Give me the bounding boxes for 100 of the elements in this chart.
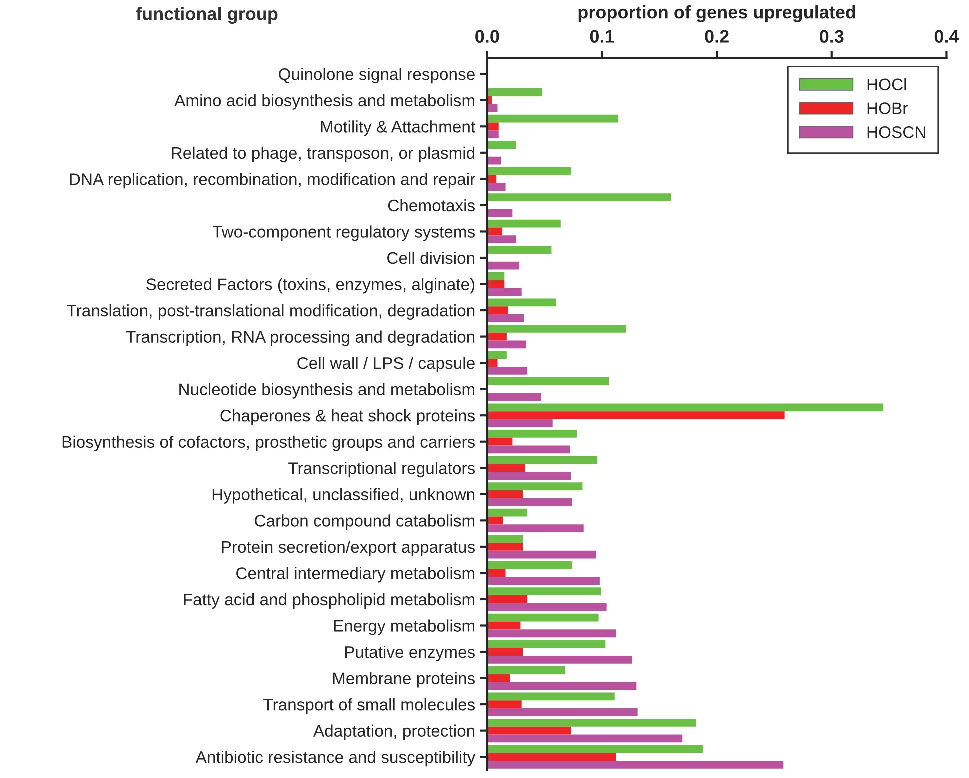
bar	[487, 692, 615, 701]
y-tick-label: Hypothetical, unclassified, unknown	[212, 488, 475, 504]
bar	[487, 516, 504, 525]
bar	[487, 430, 577, 438]
bar	[487, 734, 683, 743]
y-tick-label: Energy metabolism	[334, 620, 475, 636]
bar	[487, 761, 784, 769]
bar	[487, 550, 596, 559]
bar	[487, 332, 507, 341]
bar	[487, 682, 637, 690]
y-tick-label: Fatty acid and phospholipid metabolism	[184, 593, 475, 609]
bar	[487, 708, 638, 716]
y-tick-label: Chaperones & heat shock proteins	[220, 410, 476, 426]
bar	[487, 122, 499, 131]
bar	[487, 298, 556, 307]
bar	[487, 272, 505, 280]
legend-label: HOBr	[868, 102, 908, 114]
bar	[487, 262, 520, 270]
bar	[487, 183, 506, 192]
y-tick-label: Central intermediary metabolism	[236, 567, 475, 583]
bar	[487, 220, 561, 228]
bar	[487, 656, 632, 664]
bar	[487, 324, 626, 333]
bar	[487, 130, 499, 138]
y-tick-label: Cell division	[388, 252, 475, 264]
y-tick-label: Putative enzymes	[345, 646, 476, 662]
bar	[487, 524, 584, 532]
bar	[487, 393, 542, 402]
bar	[487, 745, 704, 754]
bar	[487, 404, 884, 412]
x-tick-label: 0.3	[820, 30, 844, 43]
y-tick-label: Quinolone signal response	[279, 68, 475, 84]
bar	[487, 236, 516, 244]
bar	[487, 561, 572, 570]
bar	[487, 596, 528, 604]
y-tick-label: Protein secretion/export apparatus	[222, 540, 476, 556]
bar	[487, 726, 572, 735]
x-tick-label: 0.4	[934, 30, 960, 43]
bar	[487, 674, 510, 682]
bar	[487, 378, 610, 386]
bar	[487, 666, 566, 674]
bar	[487, 622, 521, 630]
bar	[487, 498, 572, 506]
bar	[487, 340, 526, 349]
bar	[487, 167, 572, 176]
bar	[487, 446, 570, 454]
bar	[487, 141, 516, 149]
bar	[487, 438, 513, 446]
x-tick-label: 0.1	[590, 30, 614, 43]
bar	[487, 288, 522, 296]
bar	[487, 603, 607, 612]
y-tick-label: Two-component regulatory systems	[212, 226, 476, 242]
y-tick-label: Nucleotide biosynthesis and metabolism	[180, 383, 475, 399]
bar	[487, 508, 528, 517]
legend-label: HOCl	[868, 78, 906, 91]
y-tick-label: Translation, post-translational modification, degradation	[67, 304, 475, 320]
y-tick-label: Transcription, RNA processing and degradation	[126, 330, 475, 346]
bar	[487, 700, 522, 708]
bar	[487, 472, 572, 480]
bar	[487, 482, 583, 490]
bar	[487, 569, 506, 578]
y-tick-label: Carbon compound catabolism	[255, 514, 475, 530]
bar	[487, 718, 696, 727]
y-tick-label: Cell wall / LPS / capsule	[298, 357, 475, 373]
bar	[487, 648, 524, 656]
y-tick-label: Biosynthesis of cofactors, prosthetic groups and carriers	[62, 436, 476, 452]
bar	[487, 209, 513, 218]
y-tick-label: Related to phage, transposon, or plasmid	[172, 146, 475, 162]
bar	[487, 194, 672, 202]
y-tick-label: Chemotaxis	[388, 199, 476, 212]
bar	[487, 114, 618, 123]
x-tick-label: 0.2	[705, 30, 729, 43]
x-axis-title: proportion of genes upregulated	[578, 6, 856, 22]
bar	[487, 535, 524, 543]
bar	[487, 490, 524, 498]
bar	[487, 306, 508, 314]
x-tick-label: 0.0	[476, 30, 500, 43]
y-tick-label: Amino acid biosynthesis and metabolism	[174, 94, 475, 110]
y-tick-label: Antibiotic resistance and susceptibility	[196, 751, 476, 767]
y-tick-label: Secreted Factors (toxins, enzymes, alginate)	[146, 278, 475, 294]
bar	[487, 577, 600, 586]
bar	[487, 630, 616, 638]
bar	[487, 464, 526, 472]
y-tick-label: Motility & Attachment	[321, 120, 476, 136]
legend-label: HOSCN	[868, 126, 926, 138]
bar	[487, 753, 616, 762]
bar	[487, 588, 602, 596]
bar	[487, 314, 524, 322]
y-tick-label: Adaptation, protection	[313, 724, 475, 740]
bar	[487, 614, 599, 622]
y-tick-label: Membrane proteins	[333, 672, 476, 688]
y-tick-label: DNA replication, recombination, modification and repair	[70, 173, 476, 189]
bar	[487, 456, 598, 464]
bar	[487, 420, 553, 428]
bar	[487, 543, 524, 551]
y-tick-label: Transcriptional regulators	[288, 462, 476, 478]
bar	[487, 367, 528, 375]
bar	[487, 88, 543, 96]
bar	[487, 412, 785, 420]
y-tick-label: Transport of small molecules	[264, 698, 476, 714]
